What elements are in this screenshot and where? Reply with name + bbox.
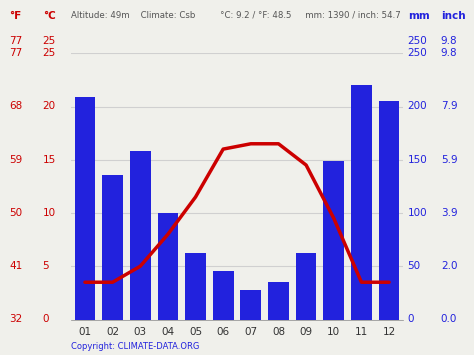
- Text: 15: 15: [43, 155, 56, 165]
- Text: 0: 0: [43, 315, 49, 324]
- Text: 32: 32: [9, 315, 23, 324]
- Text: 150: 150: [408, 155, 428, 165]
- Bar: [102, 175, 123, 320]
- Bar: [323, 161, 344, 320]
- Bar: [351, 85, 372, 320]
- Text: mm: mm: [408, 11, 429, 21]
- Text: °C: °C: [43, 11, 55, 21]
- Text: Altitude: 49m    Climate: Csb         °C: 9.2 / °F: 48.5     mm: 1390 / inch: 54: Altitude: 49m Climate: Csb °C: 9.2 / °F:…: [71, 11, 401, 20]
- Text: inch: inch: [441, 11, 465, 21]
- Text: 41: 41: [9, 261, 23, 271]
- Bar: [213, 271, 234, 320]
- Bar: [240, 290, 261, 320]
- Text: 3.9: 3.9: [441, 208, 457, 218]
- Text: 10: 10: [43, 208, 56, 218]
- Text: 0: 0: [408, 315, 414, 324]
- Bar: [74, 97, 95, 320]
- Bar: [157, 213, 178, 320]
- Text: 5.9: 5.9: [441, 155, 457, 165]
- Text: 9.8: 9.8: [441, 36, 457, 46]
- Text: 68: 68: [9, 102, 23, 111]
- Text: 77: 77: [9, 36, 23, 46]
- Text: 77: 77: [9, 48, 23, 58]
- Text: 5: 5: [43, 261, 49, 271]
- Text: 59: 59: [9, 155, 23, 165]
- Text: 250: 250: [408, 36, 428, 46]
- Text: 100: 100: [408, 208, 427, 218]
- Text: 50: 50: [9, 208, 23, 218]
- Text: 7.9: 7.9: [441, 102, 457, 111]
- Bar: [185, 253, 206, 320]
- Text: 2.0: 2.0: [441, 261, 457, 271]
- Bar: [130, 151, 151, 320]
- Text: 25: 25: [43, 48, 56, 58]
- Text: °F: °F: [9, 11, 22, 21]
- Text: Copyright: CLIMATE-DATA.ORG: Copyright: CLIMATE-DATA.ORG: [71, 343, 200, 351]
- Bar: [296, 253, 317, 320]
- Bar: [268, 282, 289, 320]
- Text: 9.8: 9.8: [441, 48, 457, 58]
- Text: 200: 200: [408, 102, 427, 111]
- Text: 0.0: 0.0: [441, 315, 457, 324]
- Text: 20: 20: [43, 102, 56, 111]
- Bar: [379, 101, 400, 320]
- Text: 25: 25: [43, 36, 56, 46]
- Text: 50: 50: [408, 261, 421, 271]
- Text: 250: 250: [408, 48, 428, 58]
